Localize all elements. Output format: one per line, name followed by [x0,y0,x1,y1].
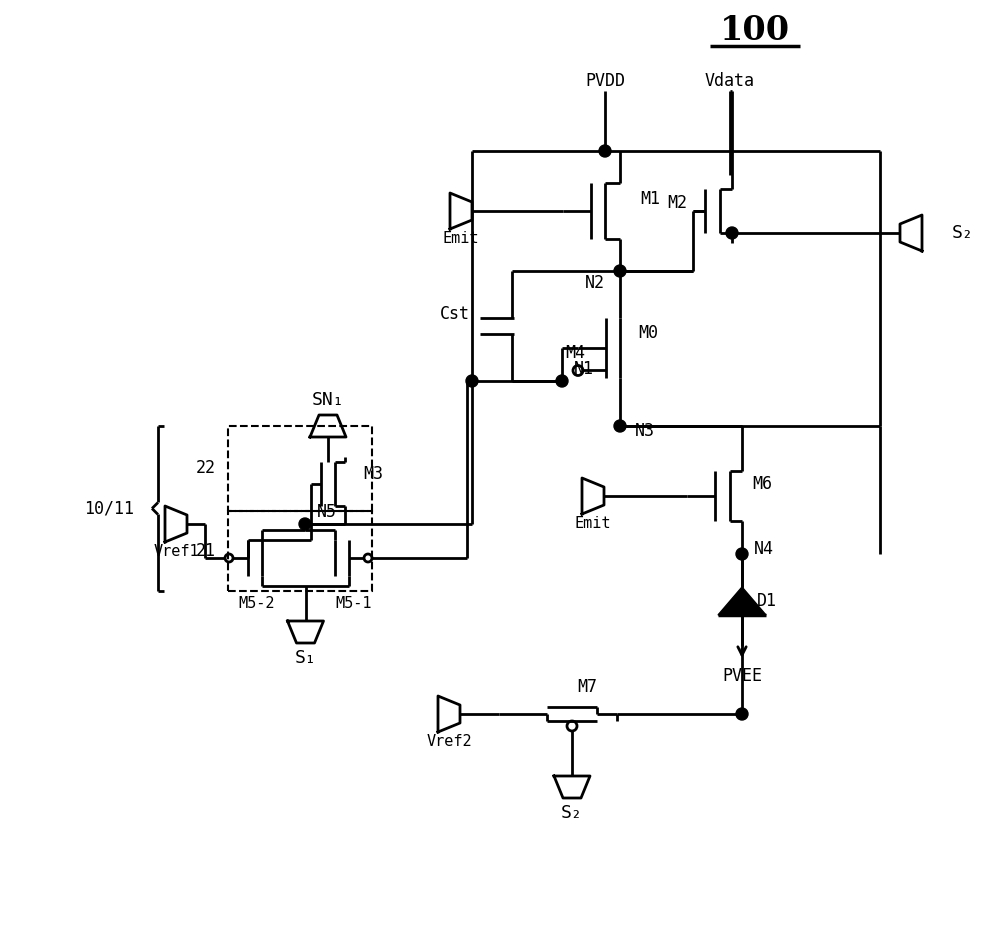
Text: Vdata: Vdata [705,72,755,90]
Text: N1: N1 [574,360,594,378]
Text: M1: M1 [640,190,660,208]
Text: PVEE: PVEE [722,667,762,685]
Text: M3: M3 [363,465,383,483]
Circle shape [614,420,626,432]
Text: S₂: S₂ [561,804,583,822]
Text: M5-2: M5-2 [239,596,275,611]
Text: M2: M2 [667,194,687,212]
Text: N2: N2 [585,274,605,292]
Circle shape [614,265,626,277]
Circle shape [466,375,478,387]
Text: M4: M4 [565,344,585,362]
Circle shape [556,375,568,387]
Text: Emit: Emit [443,231,479,246]
Text: M6: M6 [752,475,772,493]
Text: Vref1: Vref1 [153,545,199,560]
Text: 10/11: 10/11 [84,500,134,518]
Text: M0: M0 [638,325,658,343]
Text: S₂: S₂ [952,224,974,242]
Text: Vref2: Vref2 [426,735,472,750]
Circle shape [599,145,611,157]
Text: S₁: S₁ [295,649,316,667]
Text: SN₁: SN₁ [312,391,344,409]
Circle shape [736,548,748,560]
Text: 21: 21 [196,542,216,560]
Circle shape [299,518,311,530]
Text: 22: 22 [196,460,216,477]
Text: 100: 100 [720,14,790,48]
Circle shape [736,708,748,720]
Text: N5: N5 [317,503,337,521]
Bar [228,426,372,511]
Text: N4: N4 [754,540,774,558]
Text: Emit: Emit [575,517,611,532]
Text: N3: N3 [635,422,655,440]
Text: PVDD: PVDD [585,72,625,90]
Text: D1: D1 [757,592,777,610]
Bar [228,511,372,591]
Polygon shape [718,587,766,615]
Text: M7: M7 [577,678,597,696]
Text: Cst: Cst [440,305,470,323]
Text: M5-1: M5-1 [336,596,372,611]
Circle shape [726,227,738,239]
